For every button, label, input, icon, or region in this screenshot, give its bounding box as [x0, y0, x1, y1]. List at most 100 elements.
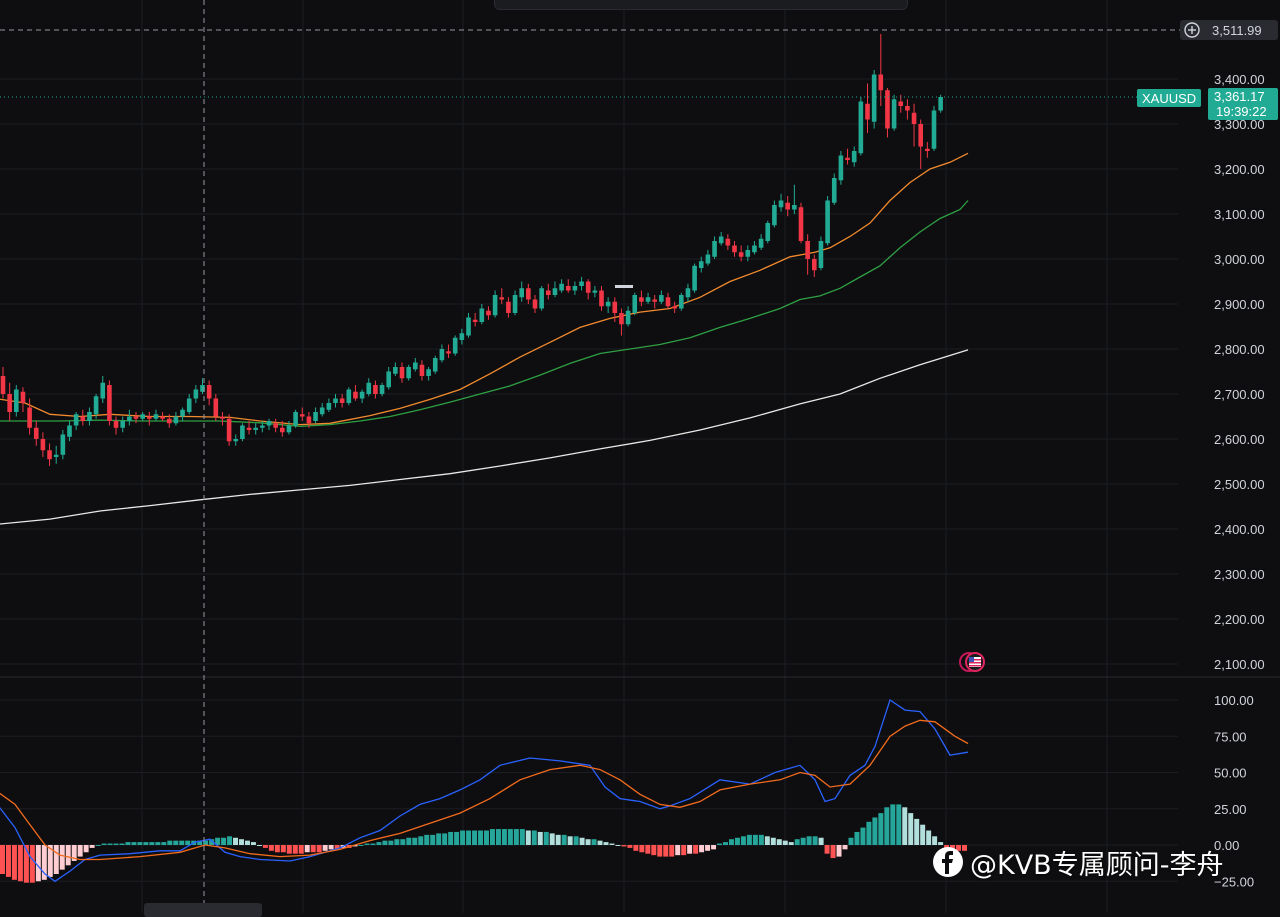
histogram-bar: [519, 829, 525, 845]
candle-body: [685, 288, 691, 298]
histogram-bar: [860, 827, 866, 845]
candle-body: [33, 427, 39, 439]
candle-body: [240, 425, 245, 439]
histogram-bar: [495, 829, 501, 845]
price-tick-label: 2,400.00: [1214, 522, 1265, 537]
histogram-bar: [579, 837, 585, 845]
histogram-bar: [478, 830, 483, 845]
drawing-marker[interactable]: [615, 285, 633, 288]
candle-body: [472, 319, 478, 322]
candle: [512, 290, 518, 316]
watermark-text: @KVB专属顾问-李舟: [970, 849, 1224, 881]
candle: [14, 385, 19, 417]
histogram-bar: [472, 830, 478, 845]
histogram-bar: [334, 845, 340, 850]
candle-body: [439, 349, 445, 361]
candle: [466, 313, 471, 338]
candle-body: [672, 306, 677, 309]
histogram-bar: [782, 840, 788, 845]
candle-body: [585, 281, 591, 293]
candle-body: [605, 301, 611, 307]
candle: [206, 380, 212, 406]
candle: [113, 416, 119, 435]
candle: [240, 423, 245, 442]
histogram-bar: [824, 845, 830, 854]
candle-body: [552, 288, 558, 295]
histogram-bar: [113, 843, 119, 845]
histogram-bar: [436, 833, 442, 845]
histogram-bar: [221, 837, 227, 845]
candle-body: [14, 389, 19, 412]
histogram-bar: [364, 843, 370, 845]
histogram-bar: [119, 843, 125, 845]
candle-body: [206, 385, 212, 399]
histogram-bar: [723, 842, 728, 845]
candle-body: [871, 74, 877, 122]
histogram-bar: [764, 836, 770, 845]
candle: [87, 407, 92, 426]
candle: [432, 355, 438, 374]
histogram-bar: [944, 845, 950, 848]
histogram-bar: [938, 842, 944, 845]
histogram-bar: [250, 842, 256, 845]
plus-circle-icon[interactable]: [1182, 20, 1202, 40]
histogram-bar: [914, 818, 920, 845]
histogram-bar: [227, 836, 233, 845]
price-tick-label: 2,800.00: [1214, 342, 1265, 357]
histogram-bar: [800, 837, 806, 845]
candle-body: [100, 382, 106, 399]
candle: [665, 292, 671, 309]
histogram-bar: [603, 842, 609, 845]
histogram-bar: [412, 837, 418, 845]
candle-body: [419, 364, 425, 376]
candle-body: [319, 407, 325, 415]
candle-body: [359, 391, 365, 399]
histogram-bar: [448, 831, 454, 845]
candle: [492, 290, 498, 318]
histogram-bar: [615, 845, 621, 846]
candle: [778, 193, 784, 212]
histogram-bar: [758, 834, 764, 845]
candle-body: [625, 310, 631, 325]
us-flag-icon[interactable]: [958, 651, 988, 673]
candle-body: [745, 250, 751, 257]
candle: [619, 308, 624, 336]
candle-body: [559, 283, 564, 291]
candle-body: [47, 450, 52, 460]
macd-line: [0, 698, 969, 883]
candle: [752, 241, 757, 255]
candle-body: [339, 398, 345, 403]
histogram-bar: [161, 842, 167, 845]
histogram-bar: [95, 845, 101, 846]
candle: [858, 97, 864, 156]
candle: [47, 443, 52, 466]
histogram-bar: [406, 837, 412, 845]
time-axis-label: [144, 903, 262, 917]
toolbar-pill[interactable]: [494, 0, 908, 10]
histogram-bar: [896, 804, 902, 845]
histogram-bar: [567, 836, 573, 845]
candle-body: [286, 425, 292, 433]
histogram-bar: [304, 845, 310, 853]
histogram-bar: [244, 840, 250, 845]
histogram-bar: [543, 831, 549, 845]
histogram-bar: [376, 842, 382, 845]
histogram-bar: [262, 845, 268, 848]
candle-body: [226, 418, 232, 442]
histogram-bar: [848, 837, 854, 845]
candle-body: [725, 238, 731, 246]
histogram-bar: [352, 845, 358, 847]
oscillator-tick-label: 100.00: [1214, 693, 1254, 708]
candle: [831, 173, 837, 205]
histogram-bar: [663, 845, 669, 857]
candle: [745, 245, 751, 262]
candle-body: [326, 403, 332, 410]
candle: [326, 398, 332, 412]
candle: [153, 409, 159, 421]
candle: [718, 232, 724, 246]
candle: [313, 407, 318, 424]
histogram-bar: [53, 845, 59, 874]
candle: [579, 277, 584, 291]
